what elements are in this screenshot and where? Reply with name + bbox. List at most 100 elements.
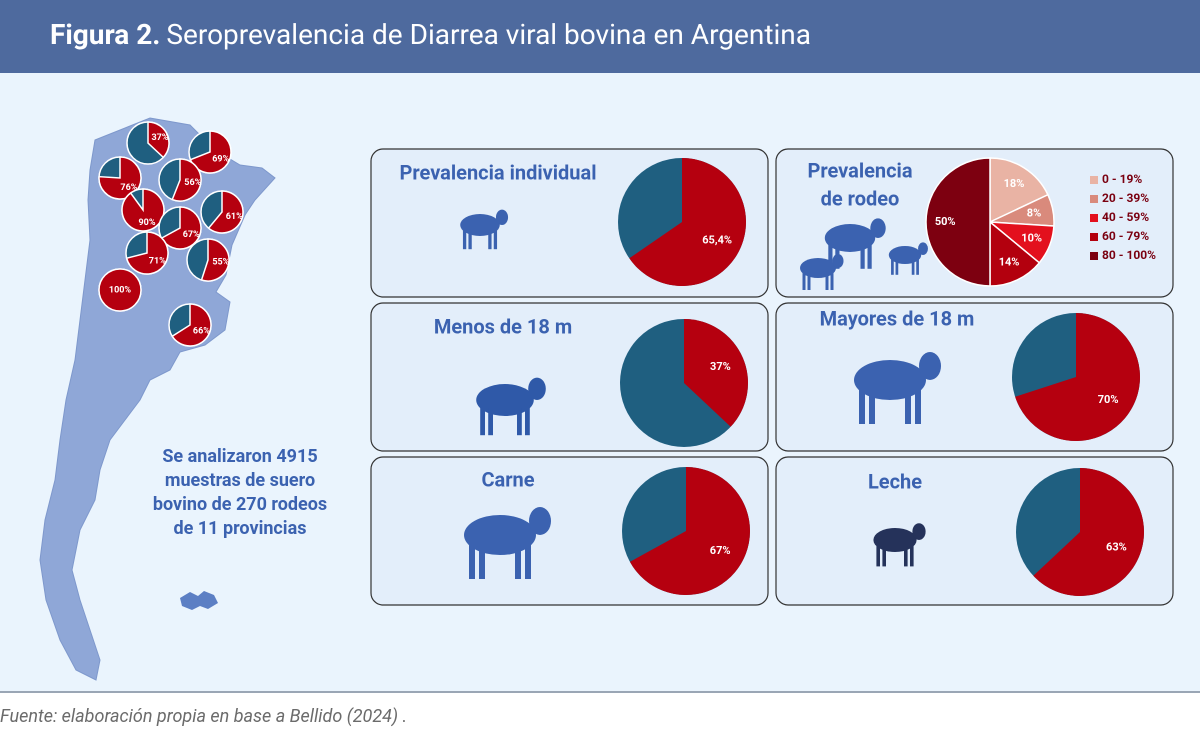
pie-label: 37%	[151, 133, 168, 143]
legend-swatch	[1090, 176, 1098, 184]
cow-icon	[888, 242, 928, 275]
pie-slice	[925, 157, 991, 287]
note-line: muestras de suero	[165, 470, 315, 491]
pie-slice	[1015, 313, 1140, 441]
legend-label: 20 - 39%	[1102, 191, 1149, 205]
cow-leg	[525, 408, 530, 436]
cow-leg	[859, 390, 865, 424]
cow-head	[870, 218, 886, 238]
cow-head	[918, 242, 928, 255]
cow-leg	[479, 545, 485, 579]
pie-label: 66%	[193, 327, 210, 337]
cow-leg	[802, 273, 806, 290]
cow-leg	[825, 273, 829, 290]
pie-label: 55%	[212, 257, 229, 267]
pie-slice	[125, 231, 169, 275]
legend-label: 80 - 100%	[1102, 248, 1156, 262]
cow-icon	[464, 507, 551, 579]
legend-swatch	[1090, 252, 1098, 260]
pie-slice	[171, 303, 212, 347]
cow-head	[495, 209, 509, 225]
cow-leg	[895, 259, 899, 275]
cow-icon	[854, 352, 941, 424]
pie-label: 67%	[183, 230, 200, 240]
cow-head	[832, 254, 844, 268]
pie-slice	[207, 190, 244, 234]
cow-leg	[517, 408, 522, 436]
cow-icon	[800, 254, 844, 290]
cow-leg	[469, 545, 475, 579]
cow-leg	[468, 230, 472, 250]
legend-label: 60 - 79%	[1102, 229, 1149, 243]
cow-leg	[830, 273, 834, 290]
cow-leg	[911, 259, 915, 275]
cow-leg	[910, 546, 914, 567]
cow-leg	[882, 546, 886, 567]
panel-title: Carne	[481, 467, 534, 491]
legend-swatch	[1090, 233, 1098, 241]
cow-leg	[867, 245, 872, 269]
cow-leg	[905, 390, 911, 424]
cow-leg	[480, 408, 485, 436]
pie-slice	[629, 467, 750, 596]
panel-title: Leche	[868, 469, 922, 493]
pie-label: 76%	[120, 183, 137, 193]
pie-label: 90%	[139, 218, 156, 228]
pie-label: 67%	[710, 544, 731, 557]
panel-title: Menos de 18 m	[434, 314, 572, 338]
panel-title: Mayores de 18 m	[820, 306, 975, 330]
pie-label: 71%	[149, 256, 166, 266]
panel-title: de rodeo	[821, 186, 900, 210]
pie-label: 37%	[710, 360, 731, 373]
legend-swatch	[1090, 195, 1098, 203]
cow-leg	[828, 245, 833, 269]
header: Figura 2. Seroprevalencia de Diarrea vira…	[50, 18, 811, 51]
pie-label: 63%	[1106, 541, 1127, 554]
cow-icon	[460, 209, 509, 250]
panel-title: Prevalencia individual	[399, 160, 596, 184]
pie-slice	[160, 206, 202, 250]
pie-slice	[684, 319, 748, 427]
pie-slice	[989, 220, 1041, 287]
note-line: bovino de 270 rodeos	[153, 494, 327, 515]
pie-label: 50%	[935, 215, 956, 228]
pie-label: 56%	[184, 178, 201, 188]
map-islands	[180, 591, 218, 610]
cow-head	[912, 523, 926, 540]
source: Fuente: elaboración propia en base a Bel…	[0, 706, 407, 727]
pie-slice	[98, 268, 142, 312]
cow-leg	[488, 230, 492, 250]
pie-label: 70%	[1098, 393, 1119, 406]
cow-leg	[869, 390, 875, 424]
pie-slice	[147, 121, 170, 159]
pie-slice	[121, 188, 165, 232]
header-band	[0, 0, 1200, 73]
pie-slice	[1033, 468, 1144, 596]
cow-leg	[525, 545, 531, 579]
legend-swatch	[1090, 214, 1098, 222]
pie-label: 65,4%	[702, 233, 732, 246]
pie-label: 8%	[1027, 207, 1041, 220]
legend-label: 40 - 59%	[1102, 210, 1149, 224]
pie-label: 14%	[999, 255, 1020, 268]
cow-leg	[515, 545, 521, 579]
pie-slice	[200, 238, 230, 282]
cow-leg	[891, 259, 894, 275]
pie-label: 69%	[212, 155, 229, 165]
pie-slice	[989, 157, 1049, 224]
cow-leg	[488, 408, 493, 436]
pie-label: 61%	[226, 212, 243, 222]
header-title: Seroprevalencia de Diarrea viral bovina …	[166, 18, 811, 51]
pie-slice	[171, 158, 202, 202]
pie-label: 100%	[109, 285, 131, 295]
cow-head	[529, 507, 551, 535]
cow-leg	[915, 390, 921, 424]
cow-head	[919, 352, 941, 380]
pie-label: 18%	[1004, 177, 1025, 190]
cow-leg	[916, 259, 919, 275]
legend-label: 0 - 19%	[1102, 172, 1142, 186]
note-line: de 11 provincias	[174, 518, 307, 539]
pie-label: 10%	[1021, 231, 1042, 244]
pie-slice	[629, 158, 746, 287]
